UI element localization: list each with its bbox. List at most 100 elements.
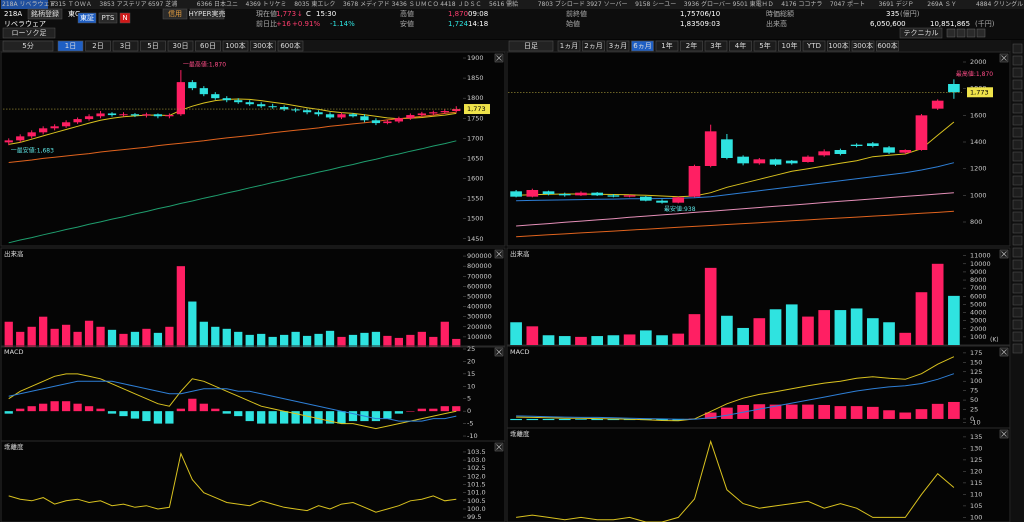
ticker[interactable]: 9158 シーユー	[635, 1, 676, 8]
tool-icon[interactable]	[956, 28, 966, 38]
side-icon[interactable]	[1012, 223, 1023, 234]
left-range-button-box[interactable]	[277, 40, 304, 52]
ticker[interactable]: 3678 メディアド	[343, 0, 390, 8]
side-icon[interactable]	[1012, 127, 1023, 138]
right-range-button[interactable]: 4年	[735, 41, 746, 50]
right-range-button-box[interactable]	[655, 40, 679, 52]
tool-icon[interactable]	[976, 28, 986, 38]
side-icon[interactable]	[1012, 79, 1023, 90]
margin-button-box[interactable]	[162, 8, 188, 20]
ticker[interactable]: 218A リベラウェア	[2, 0, 55, 8]
side-icon[interactable]	[1012, 187, 1023, 198]
ticker[interactable]: 3936 グローバー	[684, 0, 731, 8]
tool-icon[interactable]	[966, 28, 976, 38]
side-icon[interactable]	[1012, 115, 1023, 126]
ticker[interactable]: 4418 ＪＤＳＣ	[440, 1, 481, 8]
right-range-button[interactable]: 600本	[877, 41, 897, 50]
left-range-button[interactable]: 2日	[92, 42, 103, 50]
side-icon[interactable]	[1012, 175, 1023, 186]
right-range-button-box[interactable]	[827, 40, 850, 52]
side-icon[interactable]	[1012, 139, 1023, 150]
ticker[interactable]: 9501 東電ＨＤ	[733, 0, 774, 8]
right-range-button[interactable]: 5年	[759, 41, 770, 50]
right-range-button-box[interactable]	[802, 40, 826, 52]
ticker[interactable]: 7047 ポート	[830, 0, 865, 8]
right-range-button-box[interactable]	[729, 40, 752, 52]
ticker[interactable]: 6366 日本ユニ	[197, 0, 238, 8]
side-icon[interactable]	[1012, 295, 1023, 306]
left-range-button-box[interactable]	[195, 40, 221, 52]
side-icon[interactable]	[1012, 319, 1023, 330]
chart-style-select[interactable]: ローソク足	[12, 29, 47, 37]
ticker[interactable]: 269A ＳＹ	[927, 1, 956, 8]
side-icon[interactable]	[1012, 307, 1023, 318]
left-range-button-box[interactable]	[57, 40, 84, 52]
right-range-button[interactable]: 3年	[710, 41, 721, 50]
right-range-button[interactable]: 300本	[853, 41, 873, 50]
pts-button-box[interactable]	[98, 12, 118, 24]
right-range-button[interactable]: 6ヵ月	[633, 42, 651, 50]
left-interval-select[interactable]: 5分	[22, 41, 33, 50]
right-range-button-box[interactable]	[778, 40, 801, 52]
pts-button[interactable]: PTS	[102, 14, 115, 22]
right-range-button-box[interactable]	[606, 40, 630, 52]
ticker[interactable]: 4176 ココナラ	[781, 1, 822, 8]
ticker[interactable]: 4369 トリケミ	[246, 1, 287, 8]
right-range-button-box[interactable]	[704, 40, 728, 52]
right-range-button[interactable]: 10年	[782, 41, 798, 50]
news-button-box[interactable]	[119, 12, 131, 24]
left-range-button[interactable]: 30日	[173, 42, 189, 50]
right-range-button-box[interactable]	[851, 40, 875, 52]
ticker[interactable]: 6597 芝浦	[148, 0, 177, 8]
ticker[interactable]: 4884 クリングル	[976, 0, 1023, 8]
right-range-button-box[interactable]	[753, 40, 777, 52]
side-icon[interactable]	[1012, 199, 1023, 210]
hyper-button-box[interactable]	[189, 8, 225, 20]
left-range-button-box[interactable]	[140, 40, 166, 52]
left-range-button-box[interactable]	[85, 40, 111, 52]
side-icon[interactable]	[1012, 259, 1023, 270]
left-range-button[interactable]: 1日	[65, 42, 76, 50]
side-icon[interactable]	[1012, 67, 1023, 78]
left-range-button-box[interactable]	[112, 40, 139, 52]
side-icon[interactable]	[1012, 43, 1023, 54]
tool-icon[interactable]	[946, 28, 956, 38]
side-icon[interactable]	[1012, 163, 1023, 174]
side-icon[interactable]	[1012, 55, 1023, 66]
margin-button[interactable]: 信用	[168, 9, 182, 18]
register-button-box[interactable]	[27, 8, 63, 20]
side-icon[interactable]	[1012, 103, 1023, 114]
right-interval-select-box[interactable]	[508, 40, 554, 52]
ticker[interactable]: 7803 ブシロード	[538, 0, 585, 8]
right-range-button[interactable]: 100本	[828, 41, 848, 50]
left-range-button-box[interactable]	[250, 40, 276, 52]
right-range-button-box[interactable]	[557, 40, 581, 52]
left-range-button[interactable]: 3日	[120, 42, 131, 50]
side-icon[interactable]	[1012, 151, 1023, 162]
side-icon[interactable]	[1012, 211, 1023, 222]
ticker[interactable]: 3927 ソーバー	[586, 1, 627, 8]
side-icon[interactable]	[1012, 283, 1023, 294]
exchange-button-box[interactable]	[77, 12, 97, 24]
side-icon[interactable]	[1012, 271, 1023, 282]
side-icon[interactable]	[1012, 247, 1023, 258]
hyper-button[interactable]: HYPER実売	[188, 9, 225, 18]
side-icon[interactable]	[1012, 331, 1023, 342]
right-range-button-box[interactable]	[582, 40, 605, 52]
right-range-button-box[interactable]	[680, 40, 703, 52]
technical-button-box[interactable]	[899, 27, 943, 39]
left-interval-select-box[interactable]	[2, 40, 54, 52]
ticker[interactable]: 8035 東エレク	[294, 0, 335, 8]
left-range-button-box[interactable]	[222, 40, 249, 52]
side-icon[interactable]	[1012, 343, 1023, 354]
right-range-button[interactable]: 2ヵ月	[584, 42, 602, 50]
right-range-button[interactable]: 2年	[686, 41, 697, 50]
right-range-button[interactable]: 1年	[661, 41, 672, 50]
right-range-button[interactable]: 1ヵ月	[560, 42, 578, 50]
left-range-button[interactable]: 60日	[200, 42, 216, 50]
technical-button[interactable]: テクニカル	[904, 29, 939, 37]
left-range-button[interactable]: 100本	[225, 41, 245, 50]
right-range-button-box[interactable]	[631, 40, 654, 52]
right-range-button[interactable]: YTD	[806, 42, 821, 50]
left-range-button-box[interactable]	[167, 40, 194, 52]
